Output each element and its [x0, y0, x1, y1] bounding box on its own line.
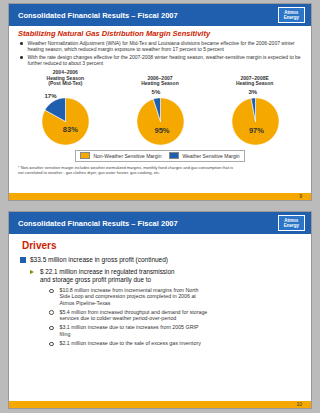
html-text:$10.8 million increase from in: $10.8 million increase from incremental …: [59, 287, 199, 306]
html-text:10: 10: [296, 401, 302, 407]
html-text:9: 9: [299, 193, 302, 199]
html-text:2007–2008E Heating Season: 2007–2008E Heating Season: [235, 74, 274, 87]
html-text:Drivers: Drivers: [22, 240, 57, 251]
html-text:$ 22.1 million increase in reg: $ 22.1 million increase in regulated tra…: [40, 268, 175, 283]
html-text:$2.1 million increase due to t: $2.1 million increase due to the sale of…: [59, 340, 201, 347]
svg-text:5%: 5%: [152, 89, 161, 95]
html-text:Non-Weather Sensitive Margin: Non-Weather Sensitive Margin: [93, 152, 162, 159]
svg-text:17%: 17%: [45, 93, 58, 99]
html-text:2006–2007 Heating Season: 2006–2007 Heating Season: [141, 74, 179, 87]
svg-text:95%: 95%: [154, 126, 169, 135]
html-text:* Non-weather sensitive margin: * Non-weather sensitive margin includes …: [18, 164, 233, 175]
html-text:$33.5 million increase in gros: $33.5 million increase in gross profit (…: [30, 256, 168, 263]
html-text:2004–2006 Heating Season (Post: 2004–2006 Heating Season (Post Mid-Tex): [46, 69, 85, 87]
html-text:Stabilizing Natural Gas Distri: Stabilizing Natural Gas Distribution Mar…: [18, 29, 211, 38]
html-text:$3.1 million increase due to r: $3.1 million increase due to rate increa…: [59, 324, 199, 337]
html-text:Atmos Energy: Atmos Energy: [283, 218, 299, 228]
html-text:With the rate design changes e: With the rate design changes effective f…: [27, 54, 301, 66]
svg-text:97%: 97%: [249, 126, 264, 135]
html-text:Weather Sensitive Margin: Weather Sensitive Margin: [182, 152, 240, 159]
html-text:Consolidated Financial Results: Consolidated Financial Results – Fiscal …: [18, 218, 178, 228]
html-text:$5.4 million from increased th: $5.4 million from increased throughput a…: [59, 308, 208, 322]
svg-text:83%: 83%: [63, 125, 78, 134]
html-text:Consolidated Financial Results: Consolidated Financial Results – Fiscal …: [18, 10, 178, 20]
html-text:Weather Normalization Adjustme: Weather Normalization Adjustment (WNA) f…: [27, 40, 295, 52]
html-text:Atmos Energy: Atmos Energy: [283, 10, 299, 20]
svg-text:3%: 3%: [248, 89, 257, 95]
